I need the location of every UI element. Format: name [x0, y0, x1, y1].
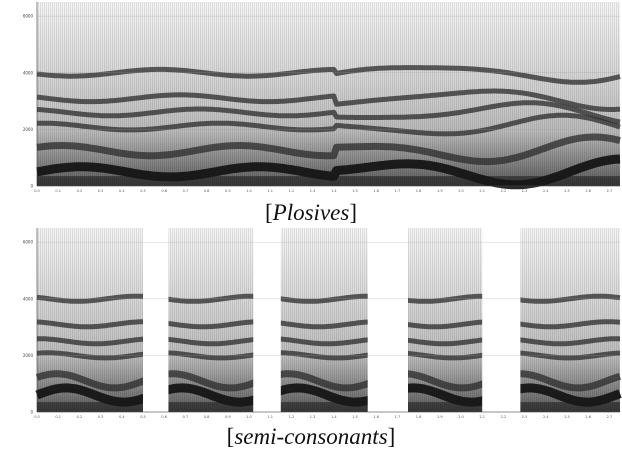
x-tick-label: 1.3 — [310, 415, 316, 419]
formant-band — [36, 319, 621, 330]
x-tick-label: 2.0 — [458, 415, 464, 419]
semi-consonants-caption: [semi-consonants] — [226, 424, 396, 449]
x-tick-label: 1.5 — [352, 415, 358, 419]
semi-consonants-spectrogram-panel: 0 2000 4000 6000 0.0 0.1 0.2 0.3 0.4 0.5 0.6 0.7 0.8… — [0, 226, 622, 422]
x-tick-label: 1.9 — [437, 189, 443, 193]
x-tick-label: 0.8 — [204, 189, 210, 193]
x-tick-label: 0.0 — [34, 189, 40, 193]
x-tick-label: 1.4 — [331, 189, 337, 193]
x-tick-label: 0.5 — [140, 189, 146, 193]
x-tick-label: 1.6 — [373, 415, 379, 419]
silence-gap — [253, 228, 281, 412]
x-tick-label: 2.4 — [543, 189, 549, 193]
x-tick-label: 0.2 — [77, 415, 83, 419]
x-tick-label: 1.6 — [373, 189, 379, 193]
y-tick-label: 4000 — [23, 296, 34, 301]
x-tick-label: 1.4 — [331, 415, 337, 419]
x-tick-label: 2.3 — [522, 189, 528, 193]
low-frequency-energy — [37, 176, 620, 186]
formant-band — [35, 383, 622, 407]
formant-band — [37, 112, 621, 137]
x-tick-label: 1.1 — [267, 415, 273, 419]
x-tick-label: 1.2 — [289, 415, 295, 419]
x-tick-label: 0.7 — [183, 415, 189, 419]
x-tick-label: 1.1 — [267, 189, 273, 193]
x-tick-label: 1.3 — [310, 189, 316, 193]
semi-consonants-caption-text: semi-consonants — [234, 424, 388, 449]
x-tick-label: 0.2 — [77, 189, 83, 193]
x-tick-label: 2.1 — [479, 189, 485, 193]
x-tick-label: 0.1 — [55, 189, 61, 193]
x-tick-label: 2.4 — [543, 415, 549, 419]
x-tick-label: 1.8 — [416, 189, 422, 193]
x-tick-label: 1.9 — [437, 415, 443, 419]
plosives-caption-text: Plosives — [272, 200, 350, 225]
y-tick-label: 0 — [30, 410, 33, 415]
silence-gap — [367, 228, 408, 412]
x-tick-label: 0.4 — [119, 189, 125, 193]
x-tick-label: 0.1 — [55, 415, 61, 419]
formant-band — [36, 133, 621, 166]
x-tick-label: 1.7 — [395, 415, 401, 419]
semi-consonants-spectrogram: 0 2000 4000 6000 0.0 0.1 0.2 0.3 0.4 0.5 0.6 0.7 0.8… — [23, 228, 622, 419]
silence-gap — [482, 228, 521, 412]
formant-band — [37, 336, 620, 347]
x-tick-label: 1.2 — [289, 189, 295, 193]
low-frequency-energy — [37, 402, 620, 412]
x-tick-label: 0.3 — [98, 415, 104, 419]
y-tick-label: 0 — [30, 184, 33, 189]
x-tick-label: 1.0 — [246, 189, 252, 193]
x-tick-label: 2.6 — [585, 415, 591, 419]
x-tick-label: 1.7 — [395, 189, 401, 193]
x-tick-label: 2.3 — [522, 415, 528, 419]
x-tick-label: 2.7 — [607, 189, 613, 193]
x-tick-label: 1.8 — [416, 415, 422, 419]
x-tick-label: 2.2 — [501, 415, 507, 419]
x-tick-label: 2.5 — [564, 415, 570, 419]
x-tick-label: 0.3 — [98, 189, 104, 193]
y-tick-label: 4000 — [23, 70, 34, 75]
y-tick-label: 2000 — [23, 127, 34, 132]
x-tick-label: 2.1 — [479, 415, 485, 419]
plosives-spectrogram: 0 2000 4000 6000 0.0 0.1 0.2 0.3 0.4 0.5 0.6 0.7 0.8… — [23, 2, 622, 193]
x-tick-label: 2.7 — [607, 415, 613, 419]
x-tick-label: 0.0 — [34, 415, 40, 419]
y-tick-label: 2000 — [23, 353, 34, 358]
x-tick-label: 0.5 — [140, 415, 146, 419]
silence-gap — [143, 228, 169, 412]
x-tick-label: 0.8 — [204, 415, 210, 419]
x-tick-label: 0.9 — [225, 415, 231, 419]
x-tick-label: 0.4 — [119, 415, 125, 419]
x-tick-label: 2.2 — [501, 189, 507, 193]
x-tick-label: 2.0 — [458, 189, 464, 193]
y-tick-label: 6000 — [23, 240, 34, 245]
x-tick-label: 1.5 — [352, 189, 358, 193]
plosives-caption: [Plosives] — [265, 200, 357, 225]
x-tick-label: 0.9 — [225, 189, 231, 193]
x-tick-label: 2.5 — [564, 189, 570, 193]
plosives-spectrogram-panel: 0 2000 4000 6000 0.0 0.1 0.2 0.3 0.4 0.5 0.6 0.7 0.8… — [0, 0, 622, 195]
formant-band — [36, 88, 621, 112]
formant-band — [36, 293, 621, 304]
x-tick-label: 0.6 — [161, 415, 167, 419]
formant-band — [36, 65, 621, 85]
formant-band — [36, 100, 621, 125]
formant-band — [35, 370, 622, 392]
x-tick-label: 2.6 — [585, 189, 591, 193]
y-tick-label: 6000 — [23, 14, 34, 19]
x-tick-label: 0.6 — [161, 189, 167, 193]
x-tick-label: 1.0 — [246, 415, 252, 419]
x-tick-label: 0.7 — [183, 189, 189, 193]
